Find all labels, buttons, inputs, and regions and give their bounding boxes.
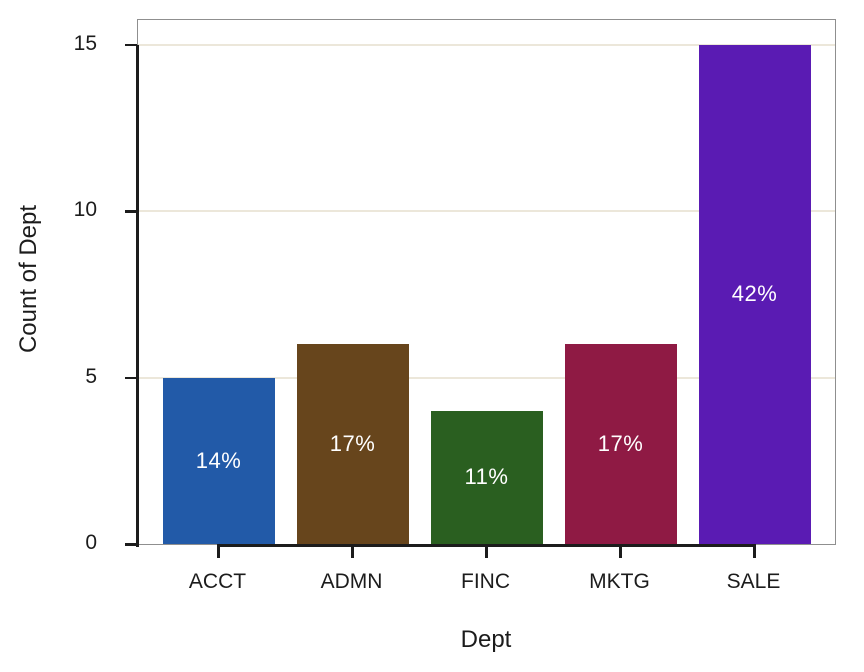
x-tick-label: FINC bbox=[461, 570, 510, 593]
gridline bbox=[138, 43, 835, 46]
x-tick bbox=[485, 546, 488, 558]
y-tick-label: 15 bbox=[73, 31, 97, 55]
x-tick bbox=[619, 546, 622, 558]
bar-value-label: 14% bbox=[195, 447, 242, 473]
x-tick bbox=[217, 546, 220, 558]
y-tick bbox=[125, 543, 137, 546]
bar: 42% bbox=[698, 44, 811, 544]
y-tick-label: 10 bbox=[73, 198, 97, 222]
bar: 11% bbox=[430, 410, 543, 544]
bar-value-label: 11% bbox=[464, 464, 509, 490]
y-tick bbox=[125, 43, 137, 47]
y-axis-line bbox=[136, 44, 139, 547]
bar-value-label: 42% bbox=[731, 281, 778, 307]
gridline bbox=[138, 376, 835, 379]
y-tick-label: 5 bbox=[85, 364, 97, 388]
gridline bbox=[138, 210, 835, 213]
x-axis-title: Dept bbox=[460, 626, 512, 653]
x-tick bbox=[753, 546, 756, 558]
bar: 17% bbox=[564, 344, 677, 544]
bar: 17% bbox=[296, 344, 409, 544]
y-tick bbox=[125, 210, 137, 213]
x-axis-line bbox=[217, 544, 756, 547]
x-tick-label: ADMN bbox=[320, 570, 383, 593]
x-tick-label: MKTG bbox=[589, 570, 650, 593]
plot-area: 14% 17% 11% 17% 42% bbox=[125, 19, 836, 558]
y-tick bbox=[125, 376, 137, 380]
x-tick bbox=[351, 546, 354, 558]
bar-value-label: 17% bbox=[597, 431, 644, 457]
bar: 14% bbox=[162, 377, 275, 544]
bar-value-label: 17% bbox=[329, 431, 376, 457]
x-tick-label: ACCT bbox=[188, 570, 247, 593]
x-tick-label: SALE bbox=[726, 570, 781, 593]
y-tick-label: 0 bbox=[85, 531, 97, 554]
